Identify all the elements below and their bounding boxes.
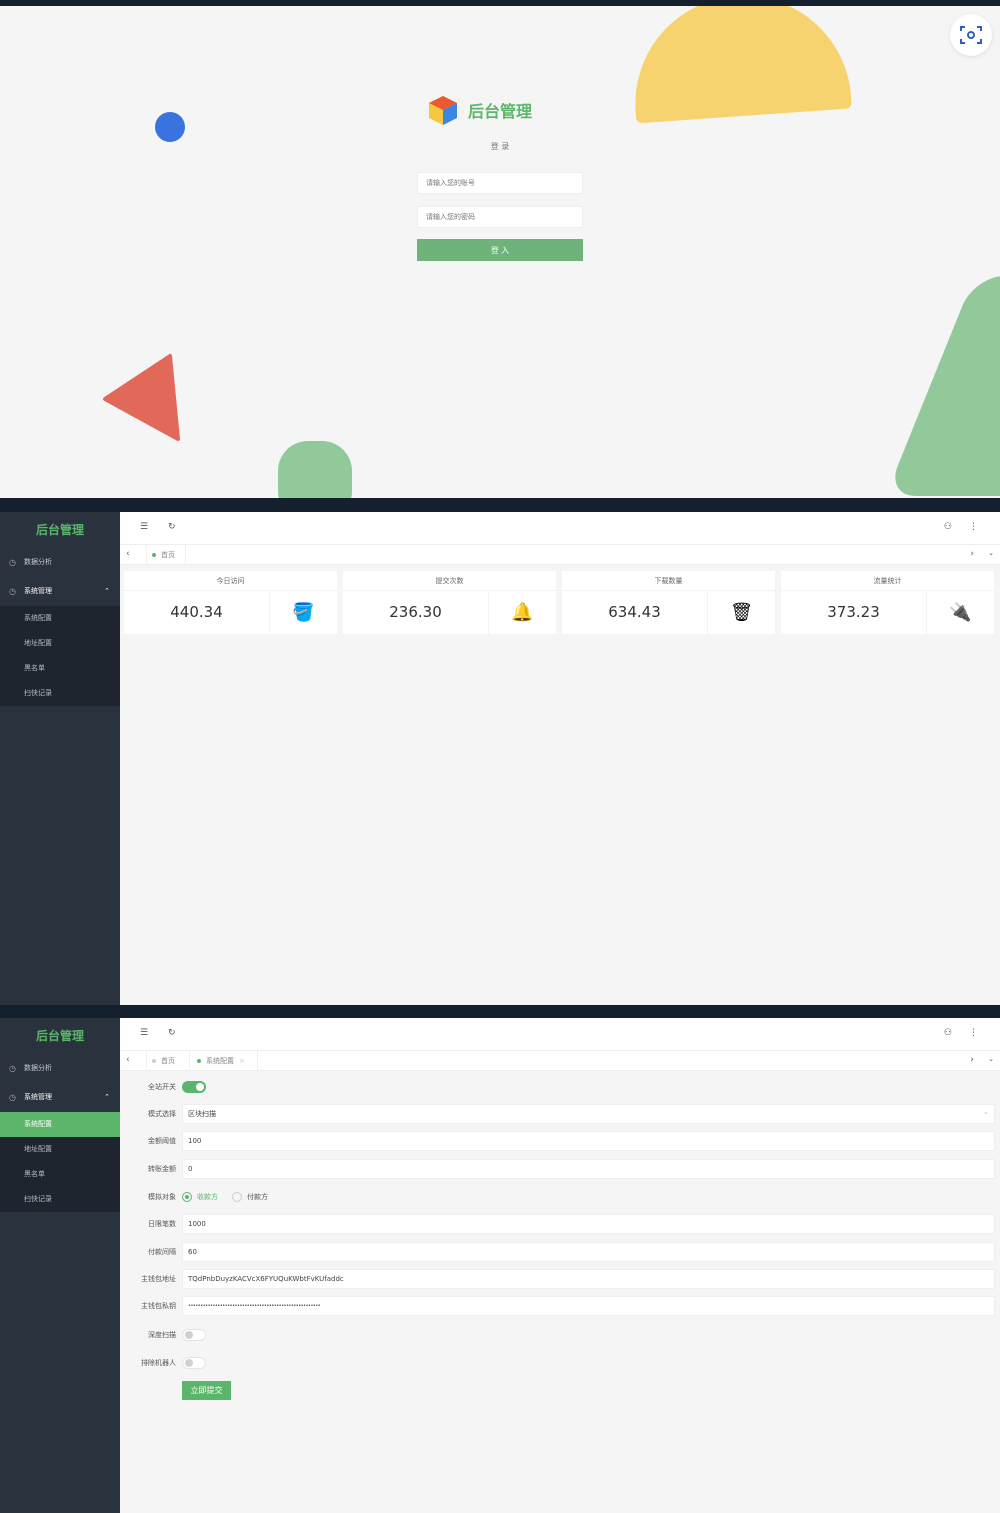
form-row-amount-threshold: 金额阈值 100: [120, 1131, 995, 1151]
chevron-right-icon[interactable]: ›: [970, 1055, 974, 1065]
sidebar-item-records[interactable]: 扫快记录: [24, 689, 52, 697]
sidebar-item-data-analysis[interactable]: ◷ 数据分析: [0, 548, 120, 577]
decor-green-blob: [278, 441, 352, 498]
daily-limit-input[interactable]: 1000: [182, 1214, 995, 1234]
chevron-down-icon[interactable]: ⌄: [988, 1055, 994, 1063]
menu-toggle-icon[interactable]: ☰: [140, 1028, 149, 1038]
wallet-key-input[interactable]: ••••••••••••••••••••••••••••••••••••••••…: [182, 1296, 995, 1316]
sidebar-item-system[interactable]: ◷ 系统管理 ⌃: [0, 577, 120, 606]
password-input[interactable]: [417, 206, 583, 228]
user-icon[interactable]: ⚇: [943, 522, 952, 532]
radio-payer[interactable]: [232, 1192, 242, 1202]
chevron-right-icon[interactable]: ›: [970, 549, 974, 559]
tab-system-config[interactable]: 系统配置 ×: [192, 1051, 258, 1071]
dashboard-icon: ◷: [9, 1093, 16, 1102]
close-icon[interactable]: ×: [239, 1057, 245, 1065]
form-row-mode: 模式选择 区块扫描 ⌄: [120, 1104, 995, 1124]
tab-bar: ‹ 首页 系统配置 × › ⌄: [120, 1051, 1000, 1071]
scan-camera-icon: [960, 26, 982, 44]
decor-blue-circle: [155, 112, 185, 142]
active-dot: [197, 1059, 201, 1063]
form-row-wallet-address: 主钱包地址 TQdPnbDuyzKACVcX6FYUQuKWbtFvKUfaddc: [120, 1269, 995, 1289]
chevron-down-icon[interactable]: ⌄: [988, 549, 994, 557]
sidebar-logo: 后台管理: [35, 1029, 84, 1043]
inactive-dot: [152, 1059, 156, 1063]
stat-card: 今日访问 440.34 🪣: [124, 571, 337, 634]
submit-button[interactable]: 立即提交: [182, 1381, 231, 1400]
account-input[interactable]: [417, 172, 583, 194]
sidebar-item-records[interactable]: 扫快记录: [24, 1195, 52, 1203]
chevron-up-icon: ⌃: [104, 587, 110, 595]
dashboard-screen: 后台管理 ◷ 数据分析 ◷ 系统管理 ⌃ 系统配置 地址配置 黑名单 扫快记录 ☰ ↻…: [0, 512, 1000, 1005]
stat-card: 流量统计 373.23 🔌: [781, 571, 994, 634]
form-row-wallet-key: 主钱包私钥 •••••••••••••••••••••••••••••••••••…: [120, 1296, 995, 1316]
pay-interval-input[interactable]: 60: [182, 1242, 995, 1262]
login-screen: 后台管理 登 录 登 入: [0, 6, 1000, 498]
user-icon[interactable]: ⚇: [943, 1028, 952, 1038]
transfer-amount-input[interactable]: 0: [182, 1159, 995, 1179]
sidebar-logo: 后台管理: [35, 523, 84, 537]
decor-green-shape: [885, 276, 1000, 496]
tab-bar: ‹ 首页 › ⌄: [120, 545, 1000, 565]
sidebar-item-system-config[interactable]: 系统配置: [0, 1112, 120, 1137]
form-row-daily-limit: 日限笔数 1000: [120, 1214, 995, 1234]
login-subtitle: 登 录: [490, 142, 510, 151]
decor-red-triangle: [103, 354, 180, 441]
form-row-pay-interval: 付款间隔 60: [120, 1242, 995, 1262]
active-dot: [152, 553, 156, 557]
plug-icon: 🔌: [926, 591, 994, 634]
config-screen: 后台管理 ◷ 数据分析 ◷ 系统管理 ⌃ 系统配置 地址配置 黑名单 扫快记录 ☰ ↻…: [0, 1018, 1000, 1513]
sidebar-item-address-config[interactable]: 地址配置: [24, 1145, 52, 1153]
sidebar-item-blacklist[interactable]: 黑名单: [24, 664, 45, 672]
sidebar-item-system[interactable]: ◷ 系统管理 ⌃: [0, 1083, 120, 1112]
chevron-up-icon: ⌃: [104, 1093, 110, 1101]
more-icon[interactable]: ⋮: [969, 522, 978, 532]
logo-cube-icon: [429, 96, 457, 125]
topbar: ☰ ↻ ⚇ ⋮: [120, 512, 1000, 545]
sidebar-item-address-config[interactable]: 地址配置: [24, 639, 52, 647]
refresh-icon[interactable]: ↻: [168, 1028, 176, 1038]
tab-home[interactable]: 首页: [146, 545, 186, 565]
form-row-deep-scan: 深度扫描: [120, 1325, 995, 1345]
form-row-transfer-amount: 转账金额 0: [120, 1159, 995, 1179]
sidebar-submenu: 系统配置 地址配置 黑名单 扫快记录: [0, 606, 120, 706]
sidebar-item-system-config[interactable]: 系统配置: [24, 614, 52, 622]
decor-yellow-semicircle: [628, 6, 852, 124]
tab-home[interactable]: 首页: [146, 1051, 190, 1071]
form-row-site-switch: 全站开关: [120, 1077, 995, 1097]
mode-select[interactable]: 区块扫描: [182, 1104, 995, 1124]
chevron-down-icon: ⌄: [983, 1108, 989, 1116]
refresh-icon[interactable]: ↻: [168, 522, 176, 532]
trash-can-icon: 🗑: [707, 591, 775, 634]
more-icon[interactable]: ⋮: [969, 1028, 978, 1038]
sidebar: 后台管理 ◷ 数据分析 ◷ 系统管理 ⌃ 系统配置 地址配置 黑名单 扫快记录: [0, 1018, 120, 1513]
sidebar-submenu: 系统配置 地址配置 黑名单 扫快记录: [0, 1112, 120, 1212]
radio-receiver[interactable]: [182, 1192, 192, 1202]
menu-toggle-icon[interactable]: ☰: [140, 522, 149, 532]
form-row-exclude-bots: 排除机器人: [120, 1353, 995, 1373]
exclude-bots-toggle[interactable]: [182, 1357, 206, 1369]
scan-button[interactable]: [950, 14, 992, 56]
amount-threshold-input[interactable]: 100: [182, 1131, 995, 1151]
form-row-simulate-target: 模拟对象 收款方 付款方: [148, 1192, 268, 1202]
dashboard-icon: ◷: [9, 587, 16, 596]
login-title: 后台管理: [468, 102, 533, 121]
dashboard-icon: ◷: [9, 1064, 16, 1073]
sidebar: 后台管理 ◷ 数据分析 ◷ 系统管理 ⌃ 系统配置 地址配置 黑名单 扫快记录: [0, 512, 120, 1005]
sidebar-item-blacklist[interactable]: 黑名单: [24, 1170, 45, 1178]
sidebar-item-data-analysis[interactable]: ◷ 数据分析: [0, 1054, 120, 1083]
topbar: ☰ ↻ ⚇ ⋮: [120, 1018, 1000, 1051]
lamp-icon: 🔔: [488, 591, 556, 634]
deep-scan-toggle[interactable]: [182, 1329, 206, 1341]
stat-card: 提交次数 236.30 🔔: [343, 571, 556, 634]
chevron-left-icon[interactable]: ‹: [126, 549, 130, 559]
paint-bucket-icon: 🪣: [269, 591, 337, 634]
dashboard-icon: ◷: [9, 558, 16, 567]
stat-card: 下载数量 634.43 🗑: [562, 571, 775, 634]
site-switch-toggle[interactable]: [182, 1081, 206, 1093]
wallet-address-input[interactable]: TQdPnbDuyzKACVcX6FYUQuKWbtFvKUfaddc: [182, 1269, 995, 1289]
chevron-left-icon[interactable]: ‹: [126, 1055, 130, 1065]
login-button[interactable]: 登 入: [417, 239, 583, 261]
